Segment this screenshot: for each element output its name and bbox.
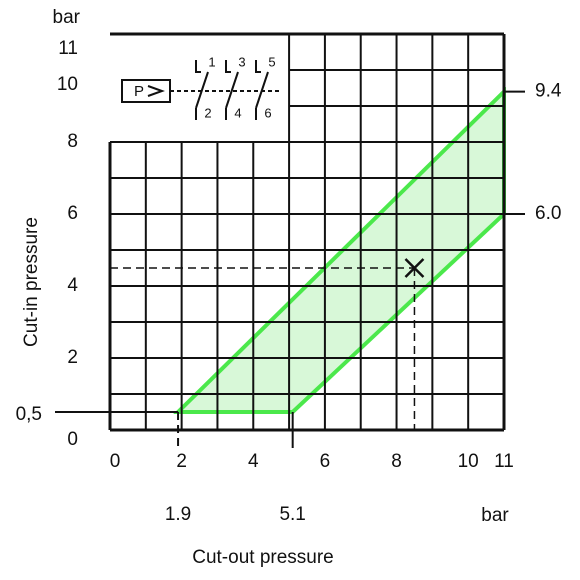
y-tick-label: 8	[67, 131, 78, 152]
switch-symbol	[121, 60, 282, 120]
contact	[225, 60, 239, 120]
marker-label: 5.1	[279, 504, 305, 525]
contact-number: 6	[264, 105, 271, 120]
y-tick-label: 2	[67, 347, 78, 368]
contact-number: 1	[208, 54, 215, 69]
symbol-label: P	[134, 83, 144, 100]
x-tick-label: 10	[458, 451, 479, 472]
x-tick-label: 8	[391, 451, 402, 472]
point-marker	[404, 258, 425, 278]
contact	[195, 60, 209, 120]
contact	[255, 60, 269, 120]
marker-label: 6.0	[535, 203, 561, 224]
marker-label: 9.4	[535, 81, 562, 102]
y-unit: bar	[53, 7, 81, 28]
y-axis-title: Cut-in pressure	[21, 217, 42, 347]
contact-number: 4	[234, 105, 241, 120]
x-tick-label: 0	[110, 451, 121, 472]
y-tick-label: 4	[67, 275, 78, 296]
x-tick-label: 11	[494, 451, 514, 472]
contact-number: 2	[204, 105, 211, 120]
x-tick-label: 4	[248, 451, 259, 472]
x-tick-label: 2	[176, 451, 187, 472]
marker-label: 0,5	[16, 404, 42, 425]
marker-label: 1.9	[165, 504, 191, 525]
contact-number: 5	[268, 54, 275, 69]
arrow	[147, 85, 165, 97]
band-area	[173, 86, 506, 414]
x-axis-title: Cut-out pressure	[192, 547, 334, 568]
y-tick-label: 0	[67, 429, 78, 450]
y-tick-label: 6	[67, 203, 78, 224]
x-tick-label: 6	[320, 451, 331, 472]
y-tick-label: 11	[58, 38, 78, 59]
y-tick-label: 10	[57, 74, 78, 95]
contact-number: 3	[238, 54, 245, 69]
x-unit: bar	[481, 505, 509, 526]
